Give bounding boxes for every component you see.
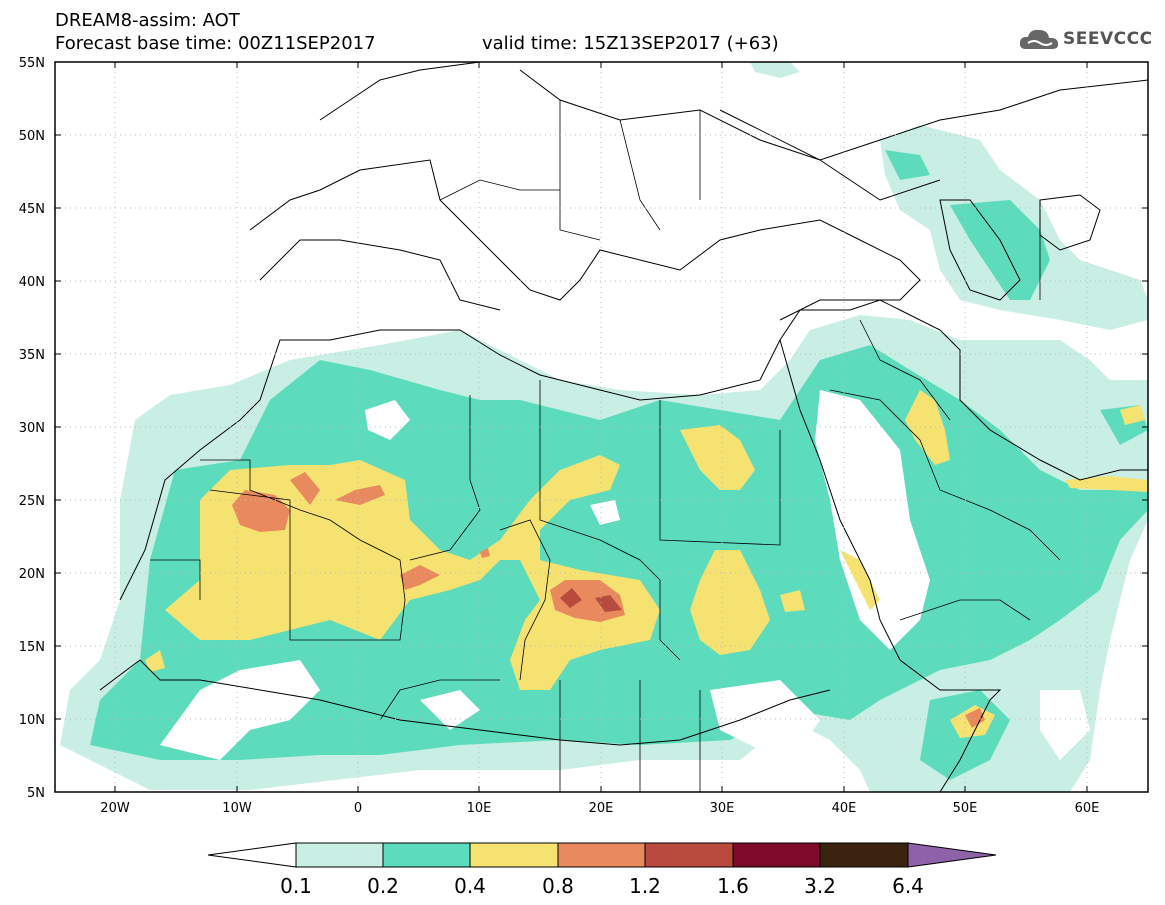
lat-label: 5N <box>27 786 45 801</box>
lat-label: 20N <box>19 567 45 582</box>
colorbar-labels: 0.1 0.2 0.4 0.8 1.2 1.6 3.2 6.4 <box>280 874 924 898</box>
aot-band-low <box>160 390 1090 760</box>
colorbar-swatch <box>732 842 821 868</box>
lat-label: 45N <box>19 202 45 217</box>
map-title: DREAM8-assim: AOT <box>55 10 240 31</box>
seevccc-logo: SEEVCCC <box>1018 25 1153 53</box>
colorbar-swatch <box>557 842 646 868</box>
colorbar-arrow-high <box>907 842 997 868</box>
lat-label: 55N <box>19 56 45 71</box>
lon-axis: 20W 10W 0 10E 20E 30E 40E 50E 60E <box>100 801 1099 816</box>
colorbar-label: 0.1 <box>280 874 312 898</box>
lat-label: 35N <box>19 348 45 363</box>
forecast-base-time: Forecast base time: 00Z11SEP2017 <box>55 33 376 54</box>
axis-ticks <box>55 61 1148 793</box>
colorbar-label: 6.4 <box>892 874 924 898</box>
colorbar-swatch <box>469 842 559 868</box>
colorbar-swatch <box>819 842 909 868</box>
aot-band-1.2 <box>560 588 622 612</box>
colorbar-swatch <box>644 842 734 868</box>
grid <box>55 62 1148 792</box>
lon-label: 10W <box>222 801 252 816</box>
lat-axis: 55N 50N 45N 40N 35N 30N 25N 20N 15N 10N … <box>19 56 45 801</box>
logo-text: SEEVCCC <box>1063 29 1153 49</box>
lon-label: 10E <box>467 801 492 816</box>
country-borders <box>150 100 1061 792</box>
lon-label: 20W <box>100 801 130 816</box>
lon-label: 30E <box>710 801 735 816</box>
lon-label: 50E <box>953 801 978 816</box>
valid-time: valid time: 15Z13SEP2017 (+63) <box>482 33 779 54</box>
lat-label: 50N <box>19 129 45 144</box>
colorbar-label: 0.2 <box>367 874 399 898</box>
colorbar-label: 0.8 <box>542 874 574 898</box>
colorbar <box>207 842 997 868</box>
colorbar-label: 0.4 <box>454 874 486 898</box>
lon-label: 40E <box>832 801 857 816</box>
colorbar-swatch <box>295 842 384 868</box>
lat-label: 15N <box>19 640 45 655</box>
colorbar-arrow-low <box>207 842 297 868</box>
lon-label: 60E <box>1075 801 1100 816</box>
colorbar-label: 1.6 <box>717 874 749 898</box>
colorbar-label: 3.2 <box>804 874 836 898</box>
lon-label: 20E <box>589 801 614 816</box>
colorbar-label: 1.2 <box>629 874 661 898</box>
cloud-icon <box>1019 29 1059 49</box>
lon-label: 0 <box>354 801 362 816</box>
lat-label: 25N <box>19 494 45 509</box>
lat-label: 10N <box>19 713 45 728</box>
aot-field <box>60 62 1148 792</box>
lat-label: 40N <box>19 275 45 290</box>
coastlines <box>99 62 1148 792</box>
lat-label: 30N <box>19 421 45 436</box>
colorbar-swatch <box>382 842 471 868</box>
